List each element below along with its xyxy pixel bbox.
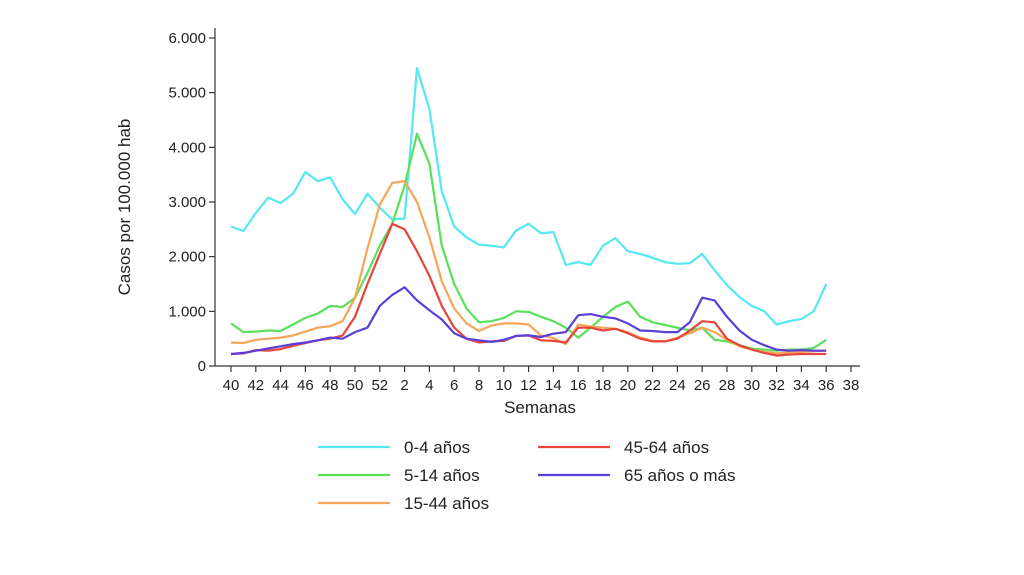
y-tick-label: 2.000 [168, 249, 206, 266]
y-tick-label: 6.000 [168, 30, 206, 47]
x-tick-label: 52 [371, 377, 388, 394]
x-tick-label: 34 [793, 377, 810, 394]
x-tick-label: 22 [644, 377, 661, 394]
x-tick-label: 8 [475, 377, 483, 394]
x-tick-label: 38 [843, 377, 860, 394]
y-tick-label: 1.000 [168, 303, 206, 320]
x-tick-label: 30 [743, 377, 760, 394]
x-tick-label: 44 [272, 377, 289, 394]
y-tick-label: 4.000 [168, 139, 206, 156]
x-tick-label: 28 [719, 377, 736, 394]
legend-label: 0-4 años [404, 438, 470, 457]
x-tick-label: 48 [322, 377, 339, 394]
x-tick-label: 10 [495, 377, 512, 394]
x-axis: 40 42 44 46 48 50 52 2 4 6 8 10 12 14 16 18 20 22 24 26 28 30… [215, 365, 860, 394]
x-tick-label: 24 [669, 377, 686, 394]
legend-label: 45-64 años [624, 438, 709, 457]
y-tick-label: 5.000 [168, 85, 206, 102]
x-tick-label: 12 [520, 377, 537, 394]
x-tick-label: 20 [619, 377, 636, 394]
x-tick-label: 18 [595, 377, 612, 394]
x-tick-label: 14 [545, 377, 562, 394]
x-tick-label: 32 [768, 377, 785, 394]
legend: 0-4 años 5-14 años 15-44 años 45-64 años 65 … [318, 438, 736, 513]
x-axis-title: Semanas [504, 398, 576, 417]
series-line-1 [230, 132, 827, 352]
x-tick-label: 36 [818, 377, 835, 394]
legend-label: 65 años o más [624, 466, 736, 485]
x-tick-label: 50 [347, 377, 364, 394]
plot-lines [230, 66, 828, 357]
y-axis-title: Casos por 100.000 hab [115, 119, 134, 296]
series-line-4 [230, 286, 827, 356]
x-tick-label: 16 [570, 377, 587, 394]
legend-label: 15-44 años [404, 494, 489, 513]
x-tick-label: 26 [694, 377, 711, 394]
x-tick-label: 2 [400, 377, 408, 394]
x-tick-label: 42 [247, 377, 264, 394]
x-tick-label: 40 [223, 377, 240, 394]
y-tick-label: 3.000 [168, 194, 206, 211]
x-tick-label: 6 [450, 377, 458, 394]
x-tick-label: 4 [425, 377, 433, 394]
series-line-0 [230, 66, 828, 326]
y-tick-label: 0 [198, 358, 206, 375]
legend-label: 5-14 años [404, 466, 480, 485]
x-tick-label: 46 [297, 377, 314, 394]
y-axis: 0 1.000 2.000 3.000 4.000 5.000 6.000 [168, 28, 216, 375]
